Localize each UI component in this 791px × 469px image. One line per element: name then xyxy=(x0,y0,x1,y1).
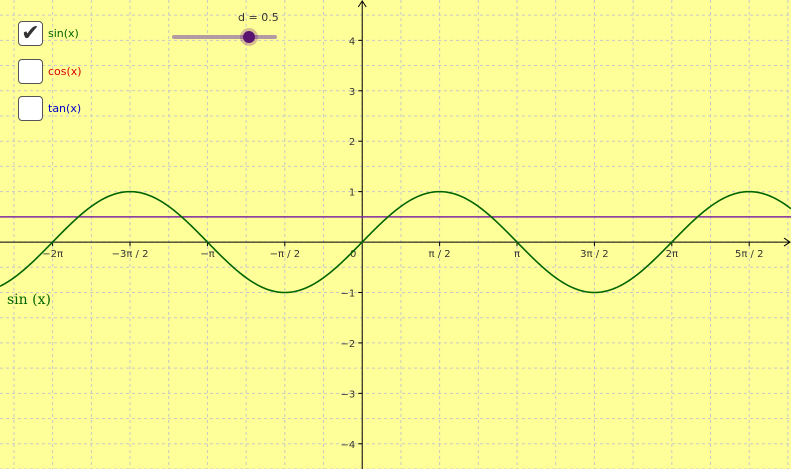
x-tick-label: 5π / 2 xyxy=(735,249,763,260)
y-tick-label: 3 xyxy=(349,87,355,98)
x-tick-label: 0 xyxy=(350,249,356,260)
sin-curve-label: sin (x) xyxy=(7,292,51,308)
x-tick-label: π xyxy=(514,249,520,260)
checkbox-tan-label[interactable]: tan(x) xyxy=(48,102,82,115)
sin-curve xyxy=(0,190,791,294)
x-tick-label: 3π / 2 xyxy=(580,249,608,260)
checkbox-cos-label[interactable]: cos(x) xyxy=(48,65,82,78)
checkmark-icon: ✔ xyxy=(21,20,40,46)
y-tick-label: 2 xyxy=(349,137,355,148)
x-tick-label: −3π / 2 xyxy=(112,249,149,260)
checkbox-tan-box[interactable] xyxy=(18,96,43,121)
slider-handle[interactable] xyxy=(243,31,255,43)
y-axis-arrow-icon xyxy=(357,0,367,8)
x-tick-label: −π xyxy=(200,249,214,260)
x-tick-label: −π / 2 xyxy=(270,249,301,260)
y-tick-label: 1 xyxy=(349,188,355,199)
checkbox-sin[interactable]: ✔ sin(x) xyxy=(18,21,79,46)
checkbox-tan[interactable]: tan(x) xyxy=(18,96,81,121)
checkbox-cos-box[interactable] xyxy=(18,59,43,84)
x-tick-label: 2π xyxy=(666,249,678,260)
y-tick-label: −3 xyxy=(340,389,355,400)
checkbox-cos[interactable]: cos(x) xyxy=(18,59,82,84)
slider-track[interactable] xyxy=(172,35,277,39)
y-tick-label: 4 xyxy=(349,36,355,47)
y-tick-label: −4 xyxy=(340,440,355,451)
x-tick-label: π / 2 xyxy=(429,249,451,260)
y-tick-label: −1 xyxy=(340,288,355,299)
y-tick-label: −2 xyxy=(340,339,355,350)
checkbox-sin-label[interactable]: sin(x) xyxy=(48,27,79,40)
x-tick-label: −2π xyxy=(42,249,63,260)
slider-label: d = 0.5 xyxy=(238,11,279,24)
x-axis-arrow-icon xyxy=(783,237,791,247)
checkbox-sin-box[interactable]: ✔ xyxy=(18,21,43,46)
